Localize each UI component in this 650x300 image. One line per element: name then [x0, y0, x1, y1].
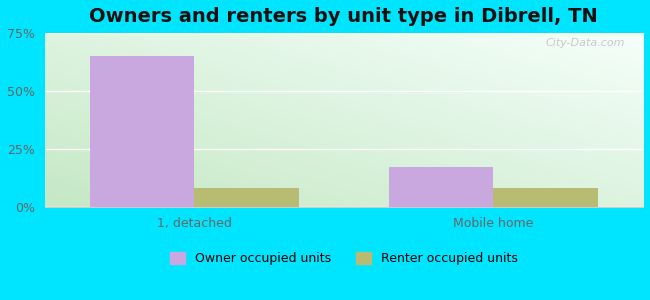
Legend: Owner occupied units, Renter occupied units: Owner occupied units, Renter occupied un… — [165, 247, 523, 270]
Text: City-Data.com: City-Data.com — [545, 38, 625, 48]
Bar — [90, 56, 194, 207]
Bar — [194, 188, 299, 207]
Bar — [389, 167, 493, 207]
Title: Owners and renters by unit type in Dibrell, TN: Owners and renters by unit type in Dibre… — [90, 7, 598, 26]
Bar — [493, 188, 598, 207]
